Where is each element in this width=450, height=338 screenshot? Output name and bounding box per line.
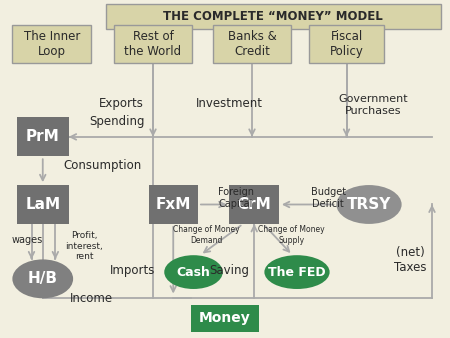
Text: PrM: PrM xyxy=(26,129,59,144)
Text: Profit,
interest,
rent: Profit, interest, rent xyxy=(65,231,103,261)
Text: Consumption: Consumption xyxy=(63,159,141,172)
Text: Spending: Spending xyxy=(89,115,144,128)
Text: Investment: Investment xyxy=(196,97,263,110)
FancyBboxPatch shape xyxy=(106,4,441,29)
Ellipse shape xyxy=(164,255,223,289)
Text: The Inner
Loop: The Inner Loop xyxy=(23,30,80,58)
Text: Fiscal
Policy: Fiscal Policy xyxy=(329,30,364,58)
Text: Saving: Saving xyxy=(210,264,249,277)
Text: TRSY: TRSY xyxy=(347,197,391,212)
FancyBboxPatch shape xyxy=(13,25,91,64)
Text: Rest of
the World: Rest of the World xyxy=(125,30,181,58)
Text: Change of Money
Supply: Change of Money Supply xyxy=(258,225,325,245)
Text: Government
Purchases: Government Purchases xyxy=(339,94,408,116)
FancyBboxPatch shape xyxy=(212,25,292,64)
Text: Money: Money xyxy=(199,311,251,325)
Text: Income: Income xyxy=(70,292,113,305)
Text: Foreign
Capital: Foreign Capital xyxy=(218,187,254,209)
FancyBboxPatch shape xyxy=(230,185,279,224)
Text: (net)
Taxes: (net) Taxes xyxy=(394,246,426,274)
Text: FxM: FxM xyxy=(156,197,191,212)
Text: wages: wages xyxy=(11,235,42,245)
Text: The FED: The FED xyxy=(268,266,326,279)
Text: Imports: Imports xyxy=(110,264,155,277)
Text: Banks &
Credit: Banks & Credit xyxy=(228,30,276,58)
FancyBboxPatch shape xyxy=(114,25,193,64)
Text: H/B: H/B xyxy=(28,271,58,286)
FancyBboxPatch shape xyxy=(17,185,68,224)
Text: Budget
Deficit: Budget Deficit xyxy=(310,187,346,209)
Ellipse shape xyxy=(12,260,73,298)
Text: Cash: Cash xyxy=(176,266,211,279)
Text: Change of Money
Demand: Change of Money Demand xyxy=(173,225,239,245)
Ellipse shape xyxy=(265,255,329,289)
FancyBboxPatch shape xyxy=(191,305,259,332)
FancyBboxPatch shape xyxy=(310,25,383,64)
Text: Exports: Exports xyxy=(99,97,144,110)
FancyBboxPatch shape xyxy=(148,185,198,224)
Text: CrM: CrM xyxy=(238,197,271,212)
Text: THE COMPLETE “MONEY” MODEL: THE COMPLETE “MONEY” MODEL xyxy=(163,10,383,23)
FancyBboxPatch shape xyxy=(17,118,68,156)
Text: LaM: LaM xyxy=(25,197,60,212)
Ellipse shape xyxy=(337,185,401,224)
